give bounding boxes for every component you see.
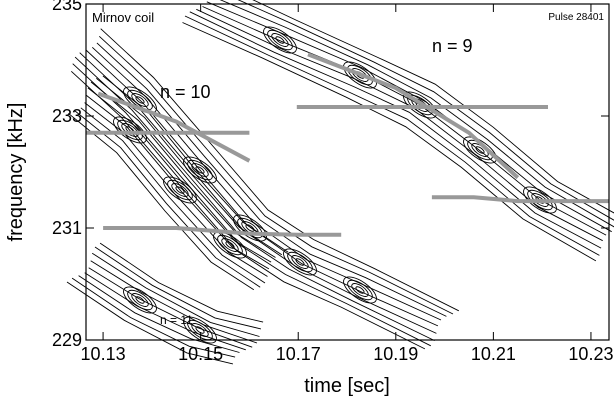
contour-line — [78, 275, 240, 353]
contour-island — [213, 231, 247, 259]
contour-line — [206, 1, 612, 233]
contour-island — [351, 283, 369, 297]
contour-island — [191, 323, 209, 337]
contour-island — [245, 224, 255, 232]
y-axis-label: frequency [kHz] — [5, 103, 27, 242]
x-tick-label: 10.23 — [568, 344, 613, 364]
annotation: n = 9 — [432, 36, 473, 56]
contour-line — [100, 28, 460, 312]
contour-island — [123, 286, 157, 314]
contour-line — [90, 81, 276, 258]
contour-line — [94, 246, 262, 330]
contour-island — [287, 251, 313, 273]
contour-island — [127, 89, 153, 111]
contour-line — [70, 70, 426, 350]
series-line — [97, 91, 251, 163]
contour-island — [187, 319, 213, 341]
gray-lines — [86, 52, 609, 237]
contour-island — [175, 186, 185, 194]
x-tick-label: 10.21 — [471, 344, 516, 364]
contour-line — [72, 63, 432, 347]
contour-line — [98, 35, 454, 315]
contour-line — [88, 267, 253, 348]
contour-line — [91, 252, 260, 337]
contour-island — [217, 234, 243, 256]
contour-line — [237, 0, 614, 221]
contour-island — [475, 146, 485, 154]
contour-island — [531, 193, 549, 207]
contour-island — [221, 238, 239, 252]
contour-island — [343, 276, 377, 304]
x-tick-label: 10.19 — [373, 344, 418, 364]
y-tick-label: 229 — [52, 330, 82, 350]
x-axis-label: time [sec] — [304, 375, 390, 397]
contour-line — [252, 0, 614, 214]
contour-island — [167, 179, 193, 201]
contour-line — [74, 56, 435, 342]
contour-island — [113, 116, 147, 144]
contour-island — [183, 156, 217, 184]
contour-island — [163, 176, 197, 204]
contour-island — [347, 64, 373, 86]
contour-line — [182, 22, 597, 262]
contour-line — [80, 107, 266, 284]
contour-line — [68, 112, 255, 291]
contour-line — [85, 49, 439, 327]
contour-line — [74, 110, 261, 288]
contour-island — [187, 159, 213, 181]
contour-island — [183, 316, 217, 344]
contour-island — [271, 33, 289, 47]
y-tick-label: 231 — [52, 218, 82, 238]
x-tick-label: 10.17 — [276, 344, 321, 364]
contour-line — [71, 277, 236, 358]
contour-island — [263, 26, 297, 54]
y-tick-label: 233 — [52, 106, 82, 126]
contour-island — [523, 186, 557, 214]
contour-island — [291, 255, 309, 269]
contour-island — [171, 183, 189, 197]
contour-line — [84, 272, 246, 351]
annotation: n = 11 — [160, 313, 193, 327]
contour-island — [135, 96, 145, 104]
contour-island — [195, 326, 205, 334]
contour-line — [66, 281, 234, 365]
series-line — [431, 195, 609, 204]
contour-island — [225, 241, 235, 249]
contour-line — [219, 0, 614, 228]
contour-island — [131, 293, 149, 307]
contour-island — [295, 258, 305, 266]
contour-plot — [66, 0, 614, 365]
contour-island — [275, 36, 285, 44]
contour-island — [343, 61, 377, 89]
contour-island — [191, 163, 209, 177]
contour-line — [90, 260, 258, 344]
contour-island — [117, 119, 143, 141]
contour-island — [127, 289, 153, 311]
contour-line — [96, 42, 447, 317]
contour-line — [99, 242, 264, 323]
contour-line — [189, 11, 602, 249]
annotation: n = 10 — [160, 82, 211, 102]
contour-island — [135, 296, 145, 304]
contour-island — [283, 248, 317, 276]
contour-line — [184, 15, 600, 256]
x-tick-label: 10.13 — [81, 344, 126, 364]
contour-island — [267, 29, 293, 51]
contour-island — [355, 286, 365, 294]
contour-island — [195, 166, 205, 174]
y-tick-label: 235 — [52, 0, 82, 14]
contour-island — [347, 279, 373, 301]
x-tick-label: 10.15 — [178, 344, 223, 364]
series-line — [307, 52, 520, 180]
contour-island — [527, 189, 553, 211]
series-line — [103, 226, 342, 237]
contour-line — [79, 52, 437, 334]
contour-island — [463, 136, 497, 164]
contour-line — [86, 95, 270, 270]
plot-frame — [85, 3, 610, 341]
annotation: Mirnov coil — [92, 10, 154, 25]
annotation: Pulse 28401 — [548, 12, 604, 23]
